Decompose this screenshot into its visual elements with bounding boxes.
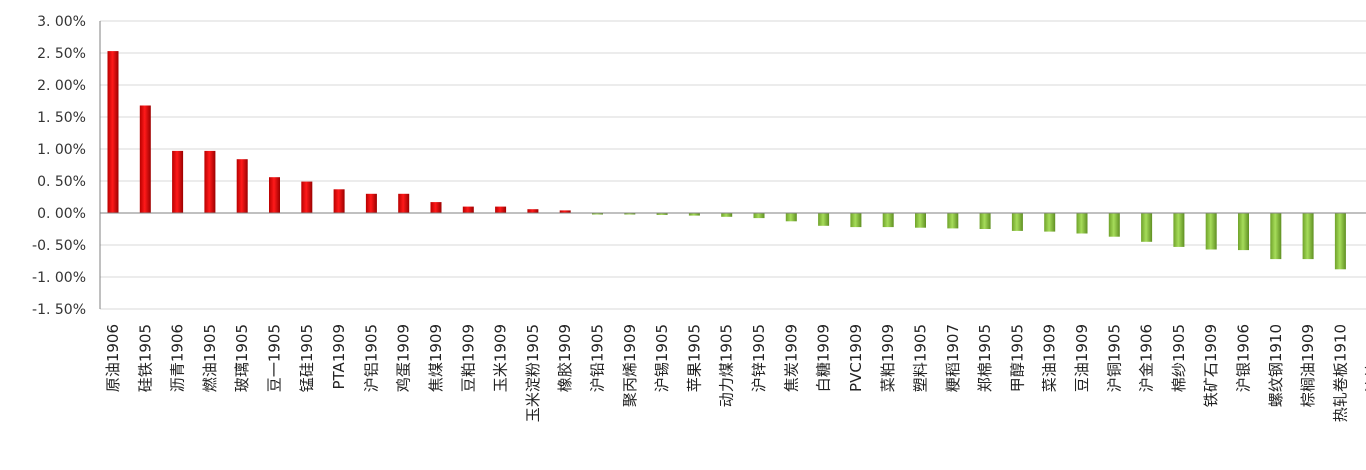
x-category-label: 铁矿石1909 — [1202, 324, 1220, 407]
bar-28 — [979, 213, 991, 229]
bar-37 — [1270, 213, 1282, 260]
bar-29 — [1011, 213, 1023, 231]
bar-2 — [139, 105, 151, 213]
x-category-label: 棉纱1905 — [1170, 324, 1188, 392]
x-category-label: 螺纹钢1910 — [1267, 324, 1285, 407]
x-category-label: 沪铅1905 — [589, 324, 607, 392]
bar-26 — [915, 213, 926, 228]
x-category-label: 棕榈油1909 — [1299, 324, 1317, 407]
x-category-label: 玉米1909 — [492, 324, 510, 392]
x-category-label: 沪镍1905 — [1364, 324, 1366, 392]
x-category-label: 橡胶1909 — [556, 324, 574, 392]
bar-33 — [1141, 213, 1153, 242]
x-category-label: 沪铜1905 — [1105, 324, 1123, 392]
bar-21 — [753, 213, 765, 219]
x-category-label: 豆粕1909 — [459, 324, 477, 392]
x-category-label: 苹果1905 — [685, 324, 703, 392]
bar-8 — [333, 189, 345, 213]
bar-6 — [269, 177, 280, 213]
bar-19 — [688, 213, 700, 216]
bar-14 — [527, 209, 539, 213]
bar-15 — [559, 210, 571, 213]
bar-22 — [785, 213, 797, 222]
y-tick-label: 1. 00% — [37, 142, 86, 158]
bar-38 — [1302, 213, 1314, 260]
bar-3 — [172, 150, 184, 213]
bar-18 — [656, 213, 668, 215]
bar-17 — [624, 213, 636, 215]
bar-25 — [882, 213, 894, 228]
bar-16 — [592, 213, 603, 215]
bar-35 — [1205, 213, 1217, 250]
x-category-label: PTA1909 — [330, 324, 348, 389]
y-tick-label: 3. 00% — [37, 14, 86, 30]
bar-23 — [818, 213, 830, 226]
x-category-label: 焦煤1909 — [427, 324, 445, 392]
bar-31 — [1076, 213, 1088, 234]
x-category-label: 菜粕1909 — [879, 324, 897, 392]
x-category-label: 白糖1909 — [815, 324, 833, 392]
y-tick-label: 0. 50% — [37, 174, 86, 190]
bar-4 — [204, 150, 216, 213]
x-category-label: 菜油1909 — [1041, 324, 1059, 392]
x-category-label: 玻璃1905 — [233, 324, 251, 392]
x-category-label: 塑料1905 — [912, 324, 930, 392]
y-tick-label: -1. 00% — [32, 270, 86, 286]
x-category-label: 沪锌1905 — [750, 324, 768, 392]
x-category-label: 玉米淀粉1905 — [524, 324, 542, 422]
bar-20 — [721, 213, 733, 217]
x-category-label: 硅铁1905 — [136, 324, 154, 392]
x-axis-category-labels: 原油1906 硅铁1905 沥青1906 燃油1905 玻璃1905 豆一1905 锰硅19… — [104, 324, 1366, 422]
x-category-label: 沪锡1905 — [653, 324, 671, 392]
bar-11 — [430, 202, 442, 213]
x-category-label: 郑棉1905 — [976, 324, 994, 392]
bar-36 — [1238, 213, 1249, 251]
bar-27 — [947, 213, 959, 229]
grid-lines — [100, 20, 1366, 310]
x-category-label: 热轧卷板1910 — [1331, 324, 1349, 422]
x-category-label: 沪金1906 — [1138, 324, 1156, 392]
x-category-label: 豆油1909 — [1073, 324, 1091, 392]
x-category-label: 沪铝1905 — [362, 324, 380, 392]
x-category-label: 焦炭1909 — [782, 324, 800, 392]
y-tick-label: 2. 00% — [37, 78, 86, 94]
bar-39 — [1334, 213, 1346, 270]
bar-24 — [850, 213, 862, 228]
y-tick-label: 0. 00% — [37, 206, 86, 222]
bar-34 — [1173, 213, 1185, 247]
y-tick-label: -1. 50% — [32, 302, 86, 318]
x-category-label: 动力煤1905 — [718, 324, 736, 407]
bar-9 — [365, 193, 377, 213]
bars — [107, 51, 1346, 270]
y-tick-label: 1. 50% — [37, 110, 86, 126]
x-category-label: 豆一1905 — [266, 324, 284, 392]
x-category-label: 原油1906 — [104, 324, 122, 392]
x-category-label: 燃油1905 — [201, 324, 219, 392]
y-tick-label: -0. 50% — [32, 238, 86, 254]
x-category-label: 沥青1906 — [169, 324, 187, 392]
x-category-label: 甲醇1905 — [1008, 324, 1026, 392]
bar-12 — [462, 206, 474, 213]
x-category-label: 粳稻1907 — [944, 324, 962, 392]
bar-32 — [1108, 213, 1120, 237]
y-tick-label: 2. 50% — [37, 46, 86, 62]
y-axis-tick-labels: 3. 00% 2. 50% 2. 00% 1. 50% 1. 00% 0. 50% 0. 0… — [32, 14, 86, 318]
bar-13 — [495, 206, 507, 213]
bar-1 — [107, 51, 119, 213]
x-category-label: 鸡蛋1909 — [395, 324, 413, 392]
x-category-label: PVC1909 — [847, 324, 865, 392]
x-category-label: 锰硅1905 — [298, 324, 316, 392]
x-category-label: 沪银1906 — [1235, 324, 1253, 392]
bar-7 — [301, 181, 313, 213]
bar-10 — [398, 193, 410, 213]
x-category-label: 聚丙烯1909 — [621, 324, 639, 407]
bar-5 — [236, 159, 248, 213]
bar-30 — [1044, 213, 1056, 232]
